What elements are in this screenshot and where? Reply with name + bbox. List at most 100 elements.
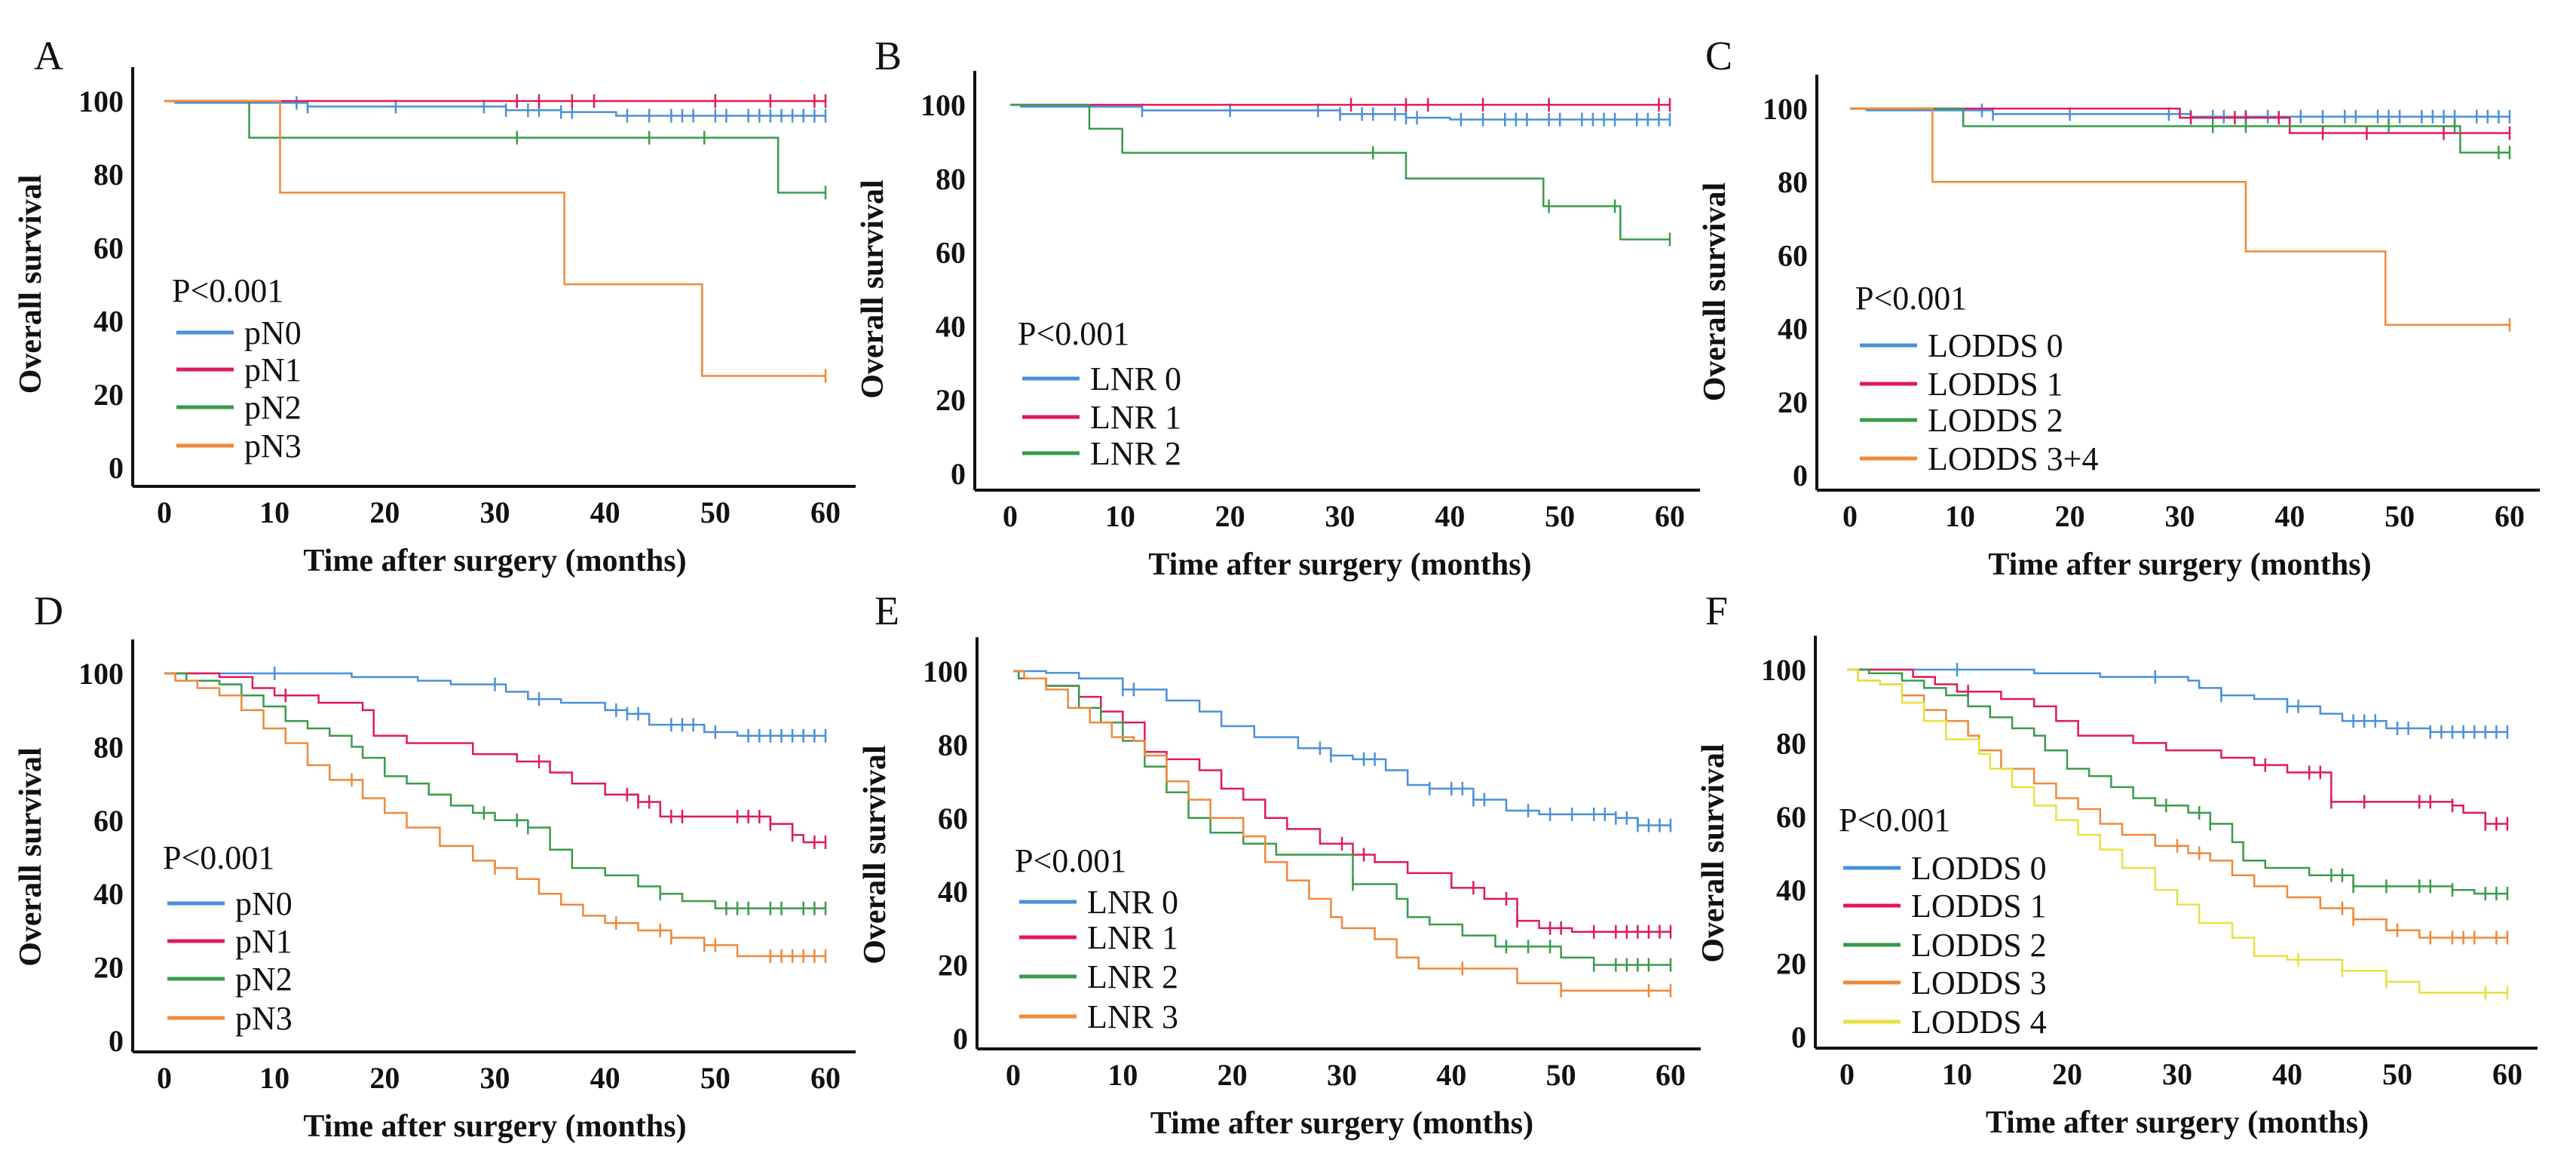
- y-tick-label: 60: [1776, 800, 1806, 834]
- survival-curve-pn3: [164, 100, 825, 377]
- panel-d: D 0 20 40 60 80 100 0 10 20 30 40 50 60 Time after sur…: [14, 588, 856, 1144]
- x-tick-label: 10: [1945, 499, 1975, 533]
- p-value-annotation: P<0.001: [172, 272, 283, 309]
- x-axis-title: Time after surgery (months): [1988, 547, 2371, 582]
- legend-label: LODDS 1: [1928, 366, 2063, 403]
- x-tick-label: 20: [1215, 499, 1245, 533]
- panel-letter: E: [874, 588, 899, 633]
- p-value-annotation: P<0.001: [1839, 802, 1950, 839]
- x-tick-label: 30: [1327, 1058, 1357, 1092]
- x-axis-title: Time after surgery (months): [1986, 1105, 2369, 1140]
- y-tick-label: 20: [938, 949, 968, 983]
- legend-label: pN0: [235, 885, 293, 922]
- panel-c: C 0 20 40 60 80 100 0 10 20 30 40 50 60 Time after sur…: [1698, 33, 2540, 582]
- panel-e: E 0 20 40 60 80 100 0 10 20 30 40 50 60 Time after sur…: [858, 588, 1701, 1141]
- x-tick-label: 0: [1839, 1057, 1855, 1091]
- x-tick-label: 40: [590, 495, 620, 529]
- x-tick-label: 30: [2162, 1057, 2192, 1091]
- legend-label: LODDS 2: [1911, 927, 2047, 964]
- survival-curve-lodds-2: [1847, 668, 2507, 895]
- x-tick-label: 30: [1325, 499, 1355, 533]
- panel-letter: B: [874, 33, 902, 78]
- legend-label: LODDS 3+4: [1928, 440, 2099, 477]
- x-tick-label: 0: [157, 495, 172, 529]
- x-tick-label: 40: [1435, 499, 1465, 533]
- x-tick-label: 0: [157, 1061, 172, 1095]
- legend-label: LODDS 0: [1911, 850, 2047, 887]
- x-tick-label: 60: [810, 1061, 841, 1095]
- legend-label: LODDS 4: [1911, 1004, 2047, 1041]
- y-tick-label: 20: [93, 951, 124, 985]
- legend-label: pN2: [235, 961, 293, 998]
- panel-letter: A: [34, 33, 63, 78]
- x-tick-label: 20: [369, 1061, 400, 1095]
- x-tick-label: 30: [480, 495, 510, 529]
- legend-label: LODDS 1: [1911, 888, 2047, 924]
- legend-label: LNR 2: [1090, 435, 1181, 472]
- y-axis-title: Overall survival: [1698, 182, 1732, 401]
- y-tick-label: 0: [951, 457, 966, 491]
- y-tick-label: 40: [1776, 873, 1806, 907]
- survival-curve-lodds-4: [1847, 668, 2507, 994]
- x-tick-label: 0: [1003, 499, 1018, 533]
- survival-curve-pn2: [164, 672, 825, 909]
- y-tick-label: 0: [109, 451, 124, 485]
- p-value-annotation: P<0.001: [1018, 315, 1129, 352]
- x-tick-label: 60: [2492, 1057, 2522, 1091]
- legend-label: LNR 2: [1087, 958, 1178, 995]
- x-tick-label: 40: [590, 1061, 620, 1095]
- x-axis-title: Time after surgery (months): [1148, 547, 1531, 582]
- x-tick-label: 10: [1105, 499, 1135, 533]
- x-tick-label: 30: [480, 1061, 510, 1095]
- p-value-annotation: P<0.001: [1855, 280, 1967, 317]
- survival-curve-lnr-1: [1013, 670, 1671, 934]
- y-tick-label: 80: [93, 158, 124, 192]
- y-tick-label: 40: [93, 877, 124, 911]
- x-tick-label: 10: [259, 1061, 289, 1095]
- panel-letter: C: [1705, 33, 1732, 78]
- survival-curve-lodds-2: [1850, 107, 2510, 154]
- survival-curve-lnr-0: [1013, 670, 1671, 826]
- panel-letter: D: [34, 588, 63, 633]
- panel-a: A 0 20 40 60 80 100 0 10 20 30 40 50 60 Time after sur…: [14, 33, 856, 578]
- p-value-annotation: P<0.001: [1015, 842, 1126, 879]
- x-tick-label: 60: [810, 495, 841, 529]
- panel-f: F 0 20 40 60 80 100 0 10 20 30 40 50 60 Time after sur…: [1696, 588, 2538, 1140]
- legend-label: LNR 3: [1087, 998, 1178, 1035]
- survival-curve-lodds-1: [1850, 107, 2510, 134]
- x-tick-label: 40: [2274, 499, 2305, 533]
- x-tick-label: 40: [1436, 1058, 1466, 1092]
- y-tick-label: 60: [936, 236, 966, 270]
- p-value-annotation: P<0.001: [163, 839, 274, 876]
- y-tick-label: 100: [923, 655, 968, 688]
- x-tick-label: 0: [1006, 1058, 1021, 1092]
- x-tick-label: 50: [1546, 1058, 1576, 1092]
- x-tick-label: 60: [1656, 1058, 1686, 1092]
- y-tick-label: 60: [1778, 238, 1808, 272]
- x-tick-label: 50: [2385, 499, 2415, 533]
- y-tick-label: 100: [78, 657, 124, 691]
- x-tick-label: 60: [2495, 499, 2525, 533]
- legend-label: LNR 1: [1090, 399, 1181, 436]
- x-axis-title: Time after surgery (months): [303, 1109, 686, 1144]
- panel-b: B 0 20 40 60 80 100 0 10 20 30 40 50 60 Time after sur…: [856, 33, 1700, 582]
- y-tick-label: 20: [936, 383, 966, 417]
- y-tick-label: 80: [936, 162, 966, 196]
- survival-curve-pn0: [164, 672, 825, 737]
- legend-label: pN1: [235, 923, 293, 960]
- y-tick-label: 40: [1778, 312, 1808, 346]
- panel-letter: F: [1705, 588, 1728, 633]
- y-tick-label: 20: [1778, 385, 1808, 419]
- x-tick-label: 10: [1942, 1057, 1972, 1091]
- y-axis-title: Overall survival: [856, 179, 890, 398]
- legend-label: pN1: [244, 351, 302, 388]
- x-axis-title: Time after surgery (months): [1150, 1106, 1533, 1141]
- y-tick-label: 100: [1761, 653, 1806, 687]
- x-tick-label: 20: [2055, 499, 2085, 533]
- y-tick-label: 80: [1776, 726, 1806, 760]
- y-tick-label: 80: [938, 728, 968, 762]
- y-tick-label: 100: [78, 84, 124, 118]
- x-tick-label: 10: [259, 495, 289, 529]
- y-tick-label: 80: [93, 730, 124, 764]
